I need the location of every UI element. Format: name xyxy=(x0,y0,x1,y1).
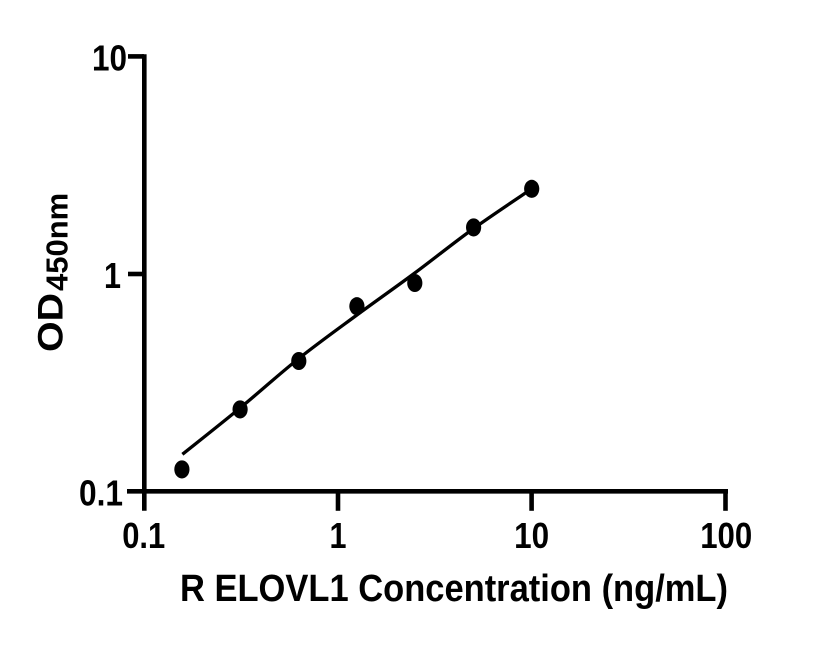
svg-text:100: 100 xyxy=(700,515,752,556)
svg-text:10: 10 xyxy=(514,515,549,556)
svg-text:OD: OD xyxy=(32,293,71,352)
svg-text:R ELOVL1 Concentration (ng/mL): R ELOVL1 Concentration (ng/mL) xyxy=(180,568,728,610)
svg-text:0.1: 0.1 xyxy=(122,515,165,556)
svg-text:1: 1 xyxy=(330,515,347,556)
svg-text:1: 1 xyxy=(104,255,121,296)
svg-text:0.1: 0.1 xyxy=(79,472,123,513)
svg-text:10: 10 xyxy=(92,38,127,79)
svg-text:450nm: 450nm xyxy=(40,193,75,291)
